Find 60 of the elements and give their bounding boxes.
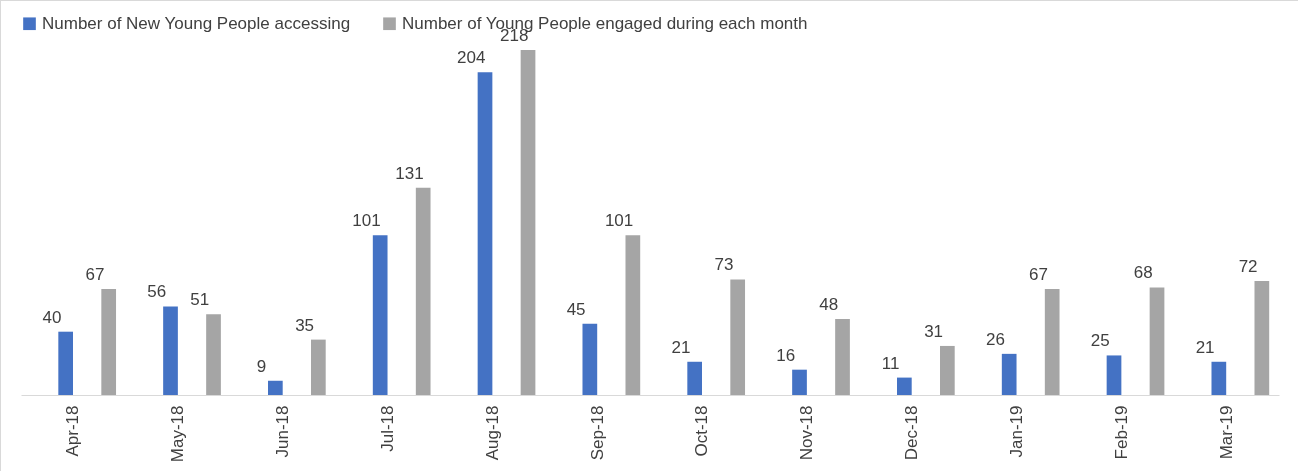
bar: [415, 187, 431, 395]
bar: [477, 72, 493, 395]
data-label: 31: [924, 321, 944, 341]
legend-label: Number of New Young People accessing: [42, 13, 351, 33]
data-label: 40: [42, 307, 62, 327]
data-label: 131: [395, 163, 424, 183]
bar: [1106, 355, 1122, 395]
data-label: 67: [1028, 264, 1048, 284]
x-tick-label: Aug-18: [482, 405, 502, 461]
bar: [1044, 288, 1060, 395]
data-label: 25: [1090, 331, 1110, 351]
data-label: 204: [457, 48, 486, 68]
x-tick-label: May-18: [168, 405, 188, 463]
bar: [206, 314, 221, 395]
bar: [1149, 287, 1165, 395]
bar: [101, 288, 117, 395]
x-tick-label: Nov-18: [797, 405, 817, 461]
bar: [625, 235, 641, 395]
bar: [311, 339, 326, 395]
x-tick-label: Jun-18: [273, 405, 293, 458]
bar: [58, 331, 74, 395]
data-label: 73: [714, 255, 734, 275]
data-label: 68: [1133, 263, 1153, 283]
x-tick-label: Jul-18: [377, 405, 397, 452]
data-label: 67: [85, 264, 105, 284]
data-label: 35: [295, 315, 315, 335]
data-label: 45: [566, 299, 586, 319]
bar: [582, 323, 598, 395]
data-label: 51: [190, 290, 210, 310]
data-label: 101: [604, 211, 634, 231]
bar: [163, 306, 178, 395]
bar: [1001, 353, 1017, 395]
bar: [730, 279, 746, 395]
data-label: 9: [256, 356, 267, 376]
bar: [372, 235, 388, 395]
x-tick-label: Feb-19: [1111, 405, 1131, 460]
data-label: 56: [147, 282, 167, 302]
x-tick-label: Jan-19: [1006, 405, 1026, 458]
x-tick-label: Mar-19: [1216, 405, 1236, 460]
x-tick-label: Sep-18: [587, 405, 607, 461]
x-tick-label: Oct-18: [692, 405, 712, 457]
x-tick-label: Apr-18: [63, 405, 83, 457]
bar: [687, 361, 703, 395]
bar: [792, 369, 807, 395]
bar: [1254, 281, 1270, 395]
bar: [520, 50, 536, 395]
bar: [896, 377, 912, 395]
data-label: 48: [819, 295, 839, 315]
data-label: 11: [881, 353, 900, 373]
bar: [835, 319, 850, 395]
x-tick-label: Dec-18: [902, 405, 922, 461]
data-label: 72: [1238, 257, 1258, 277]
data-label: 21: [671, 337, 691, 357]
data-label: 26: [985, 329, 1005, 349]
bar: [1211, 361, 1227, 395]
bar: [940, 345, 955, 395]
data-label: 16: [776, 345, 796, 365]
data-label: 21: [1195, 337, 1215, 357]
data-label: 101: [352, 211, 381, 231]
bar: [267, 380, 283, 395]
